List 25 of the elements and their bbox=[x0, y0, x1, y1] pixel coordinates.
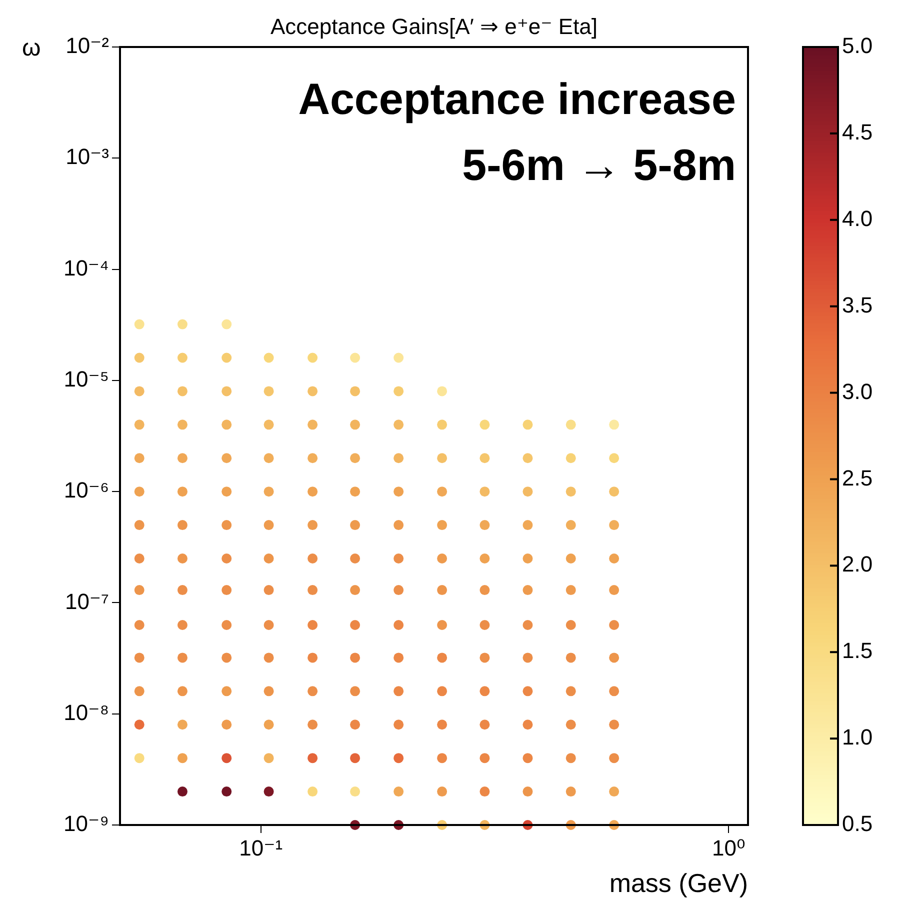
color-bar-label: 4.5 bbox=[842, 120, 873, 145]
y-tick-label: 10⁻⁵ bbox=[64, 366, 109, 392]
color-bar-label: 0.5 bbox=[842, 811, 873, 836]
y-tick-label: 10⁻⁶ bbox=[64, 478, 109, 503]
color-bar-label: 2.0 bbox=[842, 552, 873, 577]
y-tick-label: 10⁻² bbox=[66, 33, 109, 58]
annotation: 5-6m → 5-8m bbox=[462, 141, 736, 190]
color-bar-label: 2.5 bbox=[842, 465, 873, 490]
y-tick-label: 10⁻⁴ bbox=[63, 255, 109, 280]
chart-title: Acceptance Gains[A′ ⇒ e⁺e⁻ Eta] bbox=[270, 14, 598, 40]
color-bar-label: 4.0 bbox=[842, 206, 873, 231]
color-bar-label: 3.0 bbox=[842, 378, 873, 404]
y-tick-label: 10⁻⁷ bbox=[64, 588, 110, 614]
color-bar-label: 1.0 bbox=[842, 724, 873, 750]
y-tick-label: 10⁻⁹ bbox=[63, 811, 109, 836]
y-tick-label: 10⁻⁸ bbox=[64, 700, 109, 725]
y-tick-label: 10⁻³ bbox=[66, 144, 109, 170]
color-bar-label: 5.0 bbox=[842, 33, 873, 58]
color-bar-label: 3.5 bbox=[842, 292, 873, 318]
y-axis-title: ω bbox=[22, 34, 41, 62]
x-tick-label: 10⁰ bbox=[712, 835, 746, 860]
annotation: Acceptance increase bbox=[298, 75, 736, 124]
x-axis-title: mass (GeV) bbox=[609, 868, 748, 898]
x-tick-label: 10⁻¹ bbox=[239, 835, 283, 860]
color-bar-label: 1.5 bbox=[842, 638, 873, 664]
